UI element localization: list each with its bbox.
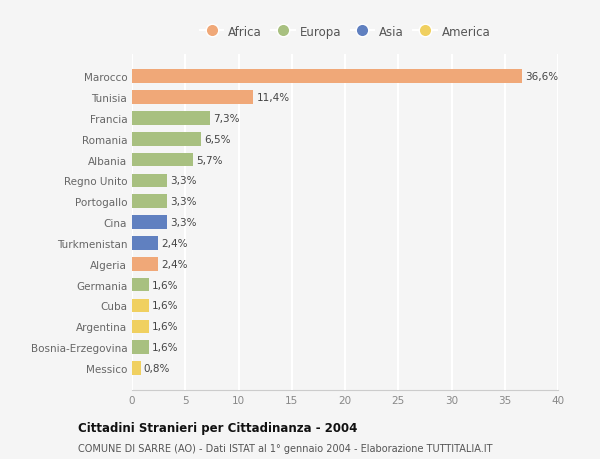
Text: 2,4%: 2,4% bbox=[161, 238, 187, 248]
Bar bbox=[132, 299, 149, 313]
Text: 3,3%: 3,3% bbox=[170, 197, 197, 207]
Text: 1,6%: 1,6% bbox=[152, 280, 179, 290]
Bar bbox=[132, 195, 167, 208]
Text: 5,7%: 5,7% bbox=[196, 155, 223, 165]
Bar bbox=[132, 320, 149, 333]
Text: Cittadini Stranieri per Cittadinanza - 2004: Cittadini Stranieri per Cittadinanza - 2… bbox=[78, 421, 358, 434]
Text: 6,5%: 6,5% bbox=[205, 134, 231, 145]
Legend: Africa, Europa, Asia, America: Africa, Europa, Asia, America bbox=[195, 21, 495, 43]
Text: 1,6%: 1,6% bbox=[152, 301, 179, 311]
Bar bbox=[132, 278, 149, 292]
Text: 1,6%: 1,6% bbox=[152, 322, 179, 331]
Text: 36,6%: 36,6% bbox=[525, 72, 558, 82]
Bar bbox=[132, 70, 522, 84]
Bar bbox=[132, 237, 158, 250]
Text: 0,8%: 0,8% bbox=[144, 363, 170, 373]
Bar bbox=[132, 216, 167, 230]
Text: 2,4%: 2,4% bbox=[161, 259, 187, 269]
Bar bbox=[132, 153, 193, 167]
Text: 3,3%: 3,3% bbox=[170, 176, 197, 186]
Text: 11,4%: 11,4% bbox=[257, 93, 290, 103]
Text: 3,3%: 3,3% bbox=[170, 218, 197, 228]
Bar bbox=[132, 341, 149, 354]
Text: COMUNE DI SARRE (AO) - Dati ISTAT al 1° gennaio 2004 - Elaborazione TUTTITALIA.I: COMUNE DI SARRE (AO) - Dati ISTAT al 1° … bbox=[78, 443, 493, 453]
Bar bbox=[132, 91, 253, 105]
Text: 7,3%: 7,3% bbox=[213, 114, 239, 123]
Bar bbox=[132, 133, 201, 146]
Bar bbox=[132, 257, 158, 271]
Text: 1,6%: 1,6% bbox=[152, 342, 179, 353]
Bar bbox=[132, 361, 140, 375]
Bar bbox=[132, 174, 167, 188]
Bar bbox=[132, 112, 210, 125]
